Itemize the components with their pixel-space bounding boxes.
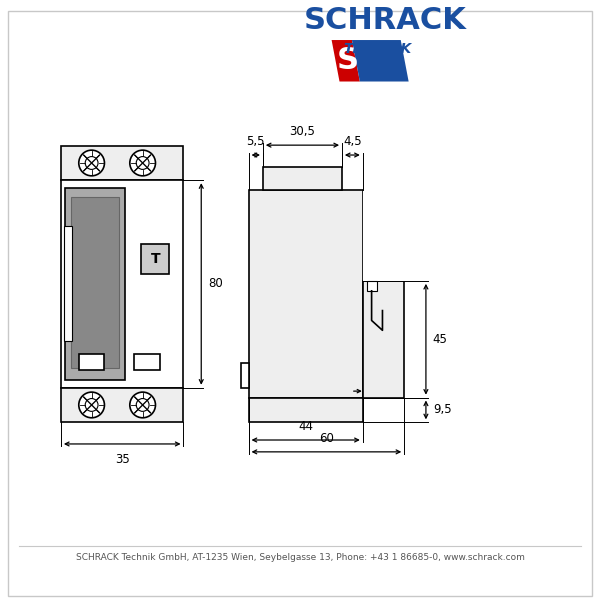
- Bar: [367, 281, 377, 291]
- Circle shape: [130, 392, 155, 418]
- Bar: [61, 146, 184, 180]
- Circle shape: [79, 392, 104, 418]
- Polygon shape: [352, 40, 409, 82]
- Text: TECHNIK: TECHNIK: [343, 42, 411, 56]
- Text: 80: 80: [208, 277, 223, 290]
- Bar: [71, 197, 119, 368]
- Text: 30,5: 30,5: [290, 125, 316, 138]
- Bar: [61, 388, 184, 422]
- Text: 60: 60: [319, 432, 334, 445]
- Text: S: S: [337, 46, 359, 75]
- Bar: [248, 398, 363, 422]
- Circle shape: [79, 150, 104, 176]
- Polygon shape: [332, 40, 360, 82]
- Text: 5,5: 5,5: [247, 135, 265, 148]
- Text: 45: 45: [433, 333, 448, 346]
- Text: SCHRACK Technik GmbH, AT-1235 Wien, Seybelgasse 13, Phone: +43 1 86685-0, www.sc: SCHRACK Technik GmbH, AT-1235 Wien, Seyb…: [76, 553, 524, 562]
- Text: T: T: [151, 252, 160, 266]
- Bar: [263, 167, 342, 190]
- Text: 9,5: 9,5: [433, 403, 451, 416]
- Text: SCHRACK: SCHRACK: [304, 6, 467, 35]
- Bar: [363, 147, 434, 281]
- Bar: [241, 363, 248, 388]
- Bar: [61, 180, 184, 388]
- Bar: [142, 244, 169, 274]
- Text: 44: 44: [298, 420, 313, 433]
- Bar: [79, 354, 104, 370]
- Circle shape: [130, 150, 155, 176]
- Bar: [134, 354, 160, 370]
- Text: 35: 35: [115, 453, 130, 466]
- Bar: [64, 226, 72, 341]
- Bar: [248, 190, 363, 398]
- Text: 4,5: 4,5: [343, 135, 362, 148]
- Bar: [363, 281, 404, 398]
- Bar: [65, 188, 125, 380]
